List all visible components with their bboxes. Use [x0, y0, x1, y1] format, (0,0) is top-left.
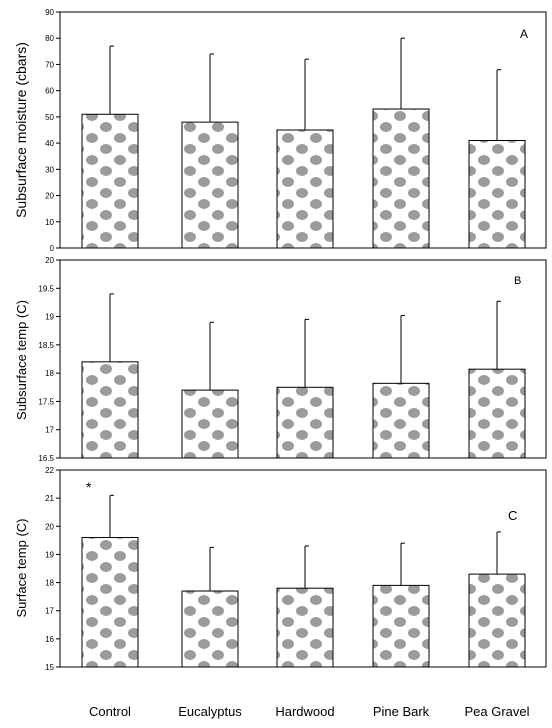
panel-label-b: B	[514, 275, 521, 287]
panel-label-a: A	[520, 27, 528, 41]
bar-b-eucalyptus	[181, 389, 239, 459]
y-tick-label-c-5: 20	[45, 522, 54, 531]
bar-b-pea-gravel	[468, 368, 526, 459]
bars-b	[81, 293, 526, 459]
bar-c-pea-gravel	[468, 573, 526, 668]
y-axis-label-a: Subsurface moisture (cbars)	[13, 42, 29, 218]
x-tick-label-pine-bark: Pine Bark	[373, 704, 430, 719]
y-tick-labels-c: 15 16 17 18 19 20 21 22	[45, 466, 60, 672]
bar-b-hardwood	[276, 386, 334, 459]
x-tick-label-pea-gravel: Pea Gravel	[464, 704, 529, 719]
bar-c-control	[81, 537, 139, 668]
annotation-c: *	[86, 479, 92, 495]
bar-c-eucalyptus	[181, 590, 239, 668]
y-tick-label-b-7: 20	[45, 256, 54, 265]
y-tick-label-a-9: 90	[45, 8, 54, 17]
y-tick-label-a-1: 10	[45, 218, 54, 227]
panel-a: 0 10 20 30 40 50 60 70 80 90 A Subsurface moistur…	[13, 8, 547, 253]
y-tick-label-c-6: 21	[45, 494, 54, 503]
bar-c-pine-bark	[372, 584, 430, 668]
y-tick-label-b-5: 19	[45, 313, 54, 322]
y-tick-label-c-4: 19	[45, 550, 54, 559]
bar-a-hardwood	[276, 129, 334, 249]
y-tick-label-c-0: 15	[45, 663, 54, 672]
y-tick-label-b-4: 18.5	[38, 341, 54, 350]
bars-c	[81, 494, 526, 668]
y-tick-label-b-1: 17	[45, 426, 54, 435]
y-tick-label-b-2: 17.5	[38, 397, 54, 406]
y-tick-label-b-6: 19.5	[38, 284, 54, 293]
y-tick-label-a-3: 30	[45, 165, 54, 174]
y-tick-label-c-7: 22	[45, 466, 54, 475]
y-tick-label-a-7: 70	[45, 60, 54, 69]
y-axis-label-b: Subsurface temp (C)	[14, 300, 29, 420]
bar-a-control	[81, 113, 139, 249]
y-tick-labels-a: 0 10 20 30 40 50 60 70 80 90	[45, 8, 60, 253]
panel-label-c: C	[508, 508, 517, 523]
bar-a-eucalyptus	[181, 121, 239, 249]
y-tick-label-b-3: 18	[45, 369, 54, 378]
bar-a-pea-gravel	[468, 139, 526, 249]
bar-a-pine-bark	[372, 108, 430, 249]
y-tick-label-a-4: 40	[45, 139, 54, 148]
y-tick-label-c-1: 16	[45, 635, 54, 644]
y-tick-label-a-2: 20	[45, 192, 54, 201]
bar-b-pine-bark	[372, 382, 430, 459]
y-tick-label-c-3: 18	[45, 579, 54, 588]
y-tick-label-a-8: 80	[45, 34, 54, 43]
x-tick-labels: Control Eucalyptus Hardwood Pine Bark Pe…	[89, 704, 530, 719]
panel-c: 15 16 17 18 19 20 21 22 C * Surface temp (C)	[14, 466, 547, 672]
y-tick-label-b-0: 16.5	[38, 454, 54, 463]
x-tick-label-hardwood: Hardwood	[275, 704, 334, 719]
y-tick-labels-b: 16.5 17 17.5 18 18.5 19 19.5 20	[38, 256, 60, 463]
y-tick-label-a-5: 50	[45, 113, 54, 122]
bar-b-control	[81, 361, 139, 459]
bars-a	[81, 37, 526, 249]
y-tick-label-a-0: 0	[50, 244, 55, 253]
y-axis-label-c: Surface temp (C)	[14, 519, 29, 618]
x-tick-label-control: Control	[89, 704, 131, 719]
y-tick-label-c-2: 17	[45, 607, 54, 616]
x-tick-label-eucalyptus: Eucalyptus	[178, 704, 242, 719]
y-tick-label-a-6: 60	[45, 87, 54, 96]
bar-c-hardwood	[276, 587, 334, 668]
panel-b: 16.5 17 17.5 18 18.5 19 19.5 20 B Subsurface te…	[14, 256, 547, 463]
